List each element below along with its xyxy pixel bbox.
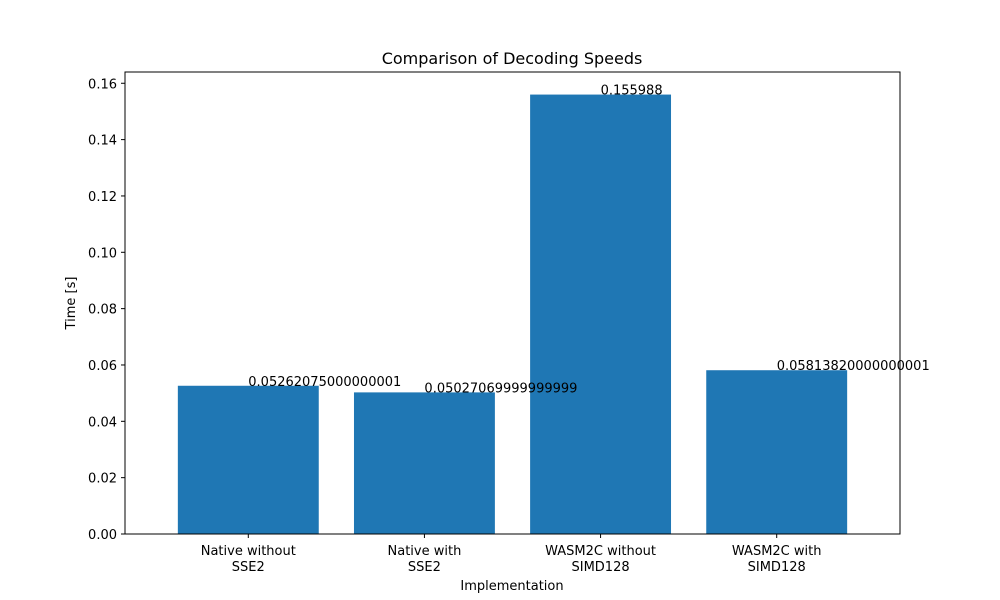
y-tick-label-5: 0.10 <box>88 246 117 261</box>
bar-0 <box>177 385 319 534</box>
data-label-3: 0.05813820000000001 <box>777 359 930 374</box>
bars-group <box>177 94 848 535</box>
bar-2 <box>530 94 672 535</box>
y-tick-label-0: 0.00 <box>88 528 117 543</box>
y-tick-label-6: 0.12 <box>88 190 117 205</box>
x-tick-label-0: Native without SSE2 <box>201 544 296 575</box>
chart-title: Comparison of Decoding Speeds <box>382 49 643 68</box>
y-tick-label-3: 0.06 <box>88 359 117 374</box>
x-tick-label-3: WASM2C with SIMD128 <box>732 544 822 575</box>
y-axis-label: Time [s] <box>64 277 79 331</box>
x-tick-label-3-line-0: WASM2C with <box>732 544 822 559</box>
y-axis: 0.00 0.02 0.04 0.06 0.08 0.10 0.12 0.14 0.16 <box>88 77 125 543</box>
bar-3 <box>706 370 848 534</box>
x-axis-label: Implementation <box>460 579 563 594</box>
x-tick-label-1-line-1: SSE2 <box>408 560 441 575</box>
data-labels-group: 0.05262075000000001 0.05027069999999999 0.… <box>248 84 929 397</box>
x-tick-label-0-line-0: Native without <box>201 544 296 559</box>
y-tick-label-2: 0.04 <box>88 415 117 430</box>
x-tick-label-2-line-0: WASM2C without <box>545 544 656 559</box>
x-tick-label-2: WASM2C without SIMD128 <box>545 544 656 575</box>
y-tick-label-7: 0.14 <box>88 134 117 149</box>
x-tick-label-1-line-0: Native with <box>388 544 462 559</box>
y-tick-label-4: 0.08 <box>88 303 117 318</box>
data-label-1: 0.05027069999999999 <box>424 381 577 396</box>
data-label-2: 0.155988 <box>601 84 663 99</box>
y-tick-label-8: 0.16 <box>88 77 117 92</box>
x-tick-label-2-line-1: SIMD128 <box>571 560 629 575</box>
bar-1 <box>353 392 495 534</box>
y-tick-label-1: 0.02 <box>88 472 117 487</box>
x-tick-label-0-line-1: SSE2 <box>232 560 265 575</box>
x-tick-label-3-line-1: SIMD128 <box>748 560 806 575</box>
data-label-0: 0.05262075000000001 <box>248 375 401 390</box>
plot-area-frame <box>124 71 901 535</box>
x-tick-label-1: Native with SSE2 <box>388 544 462 575</box>
